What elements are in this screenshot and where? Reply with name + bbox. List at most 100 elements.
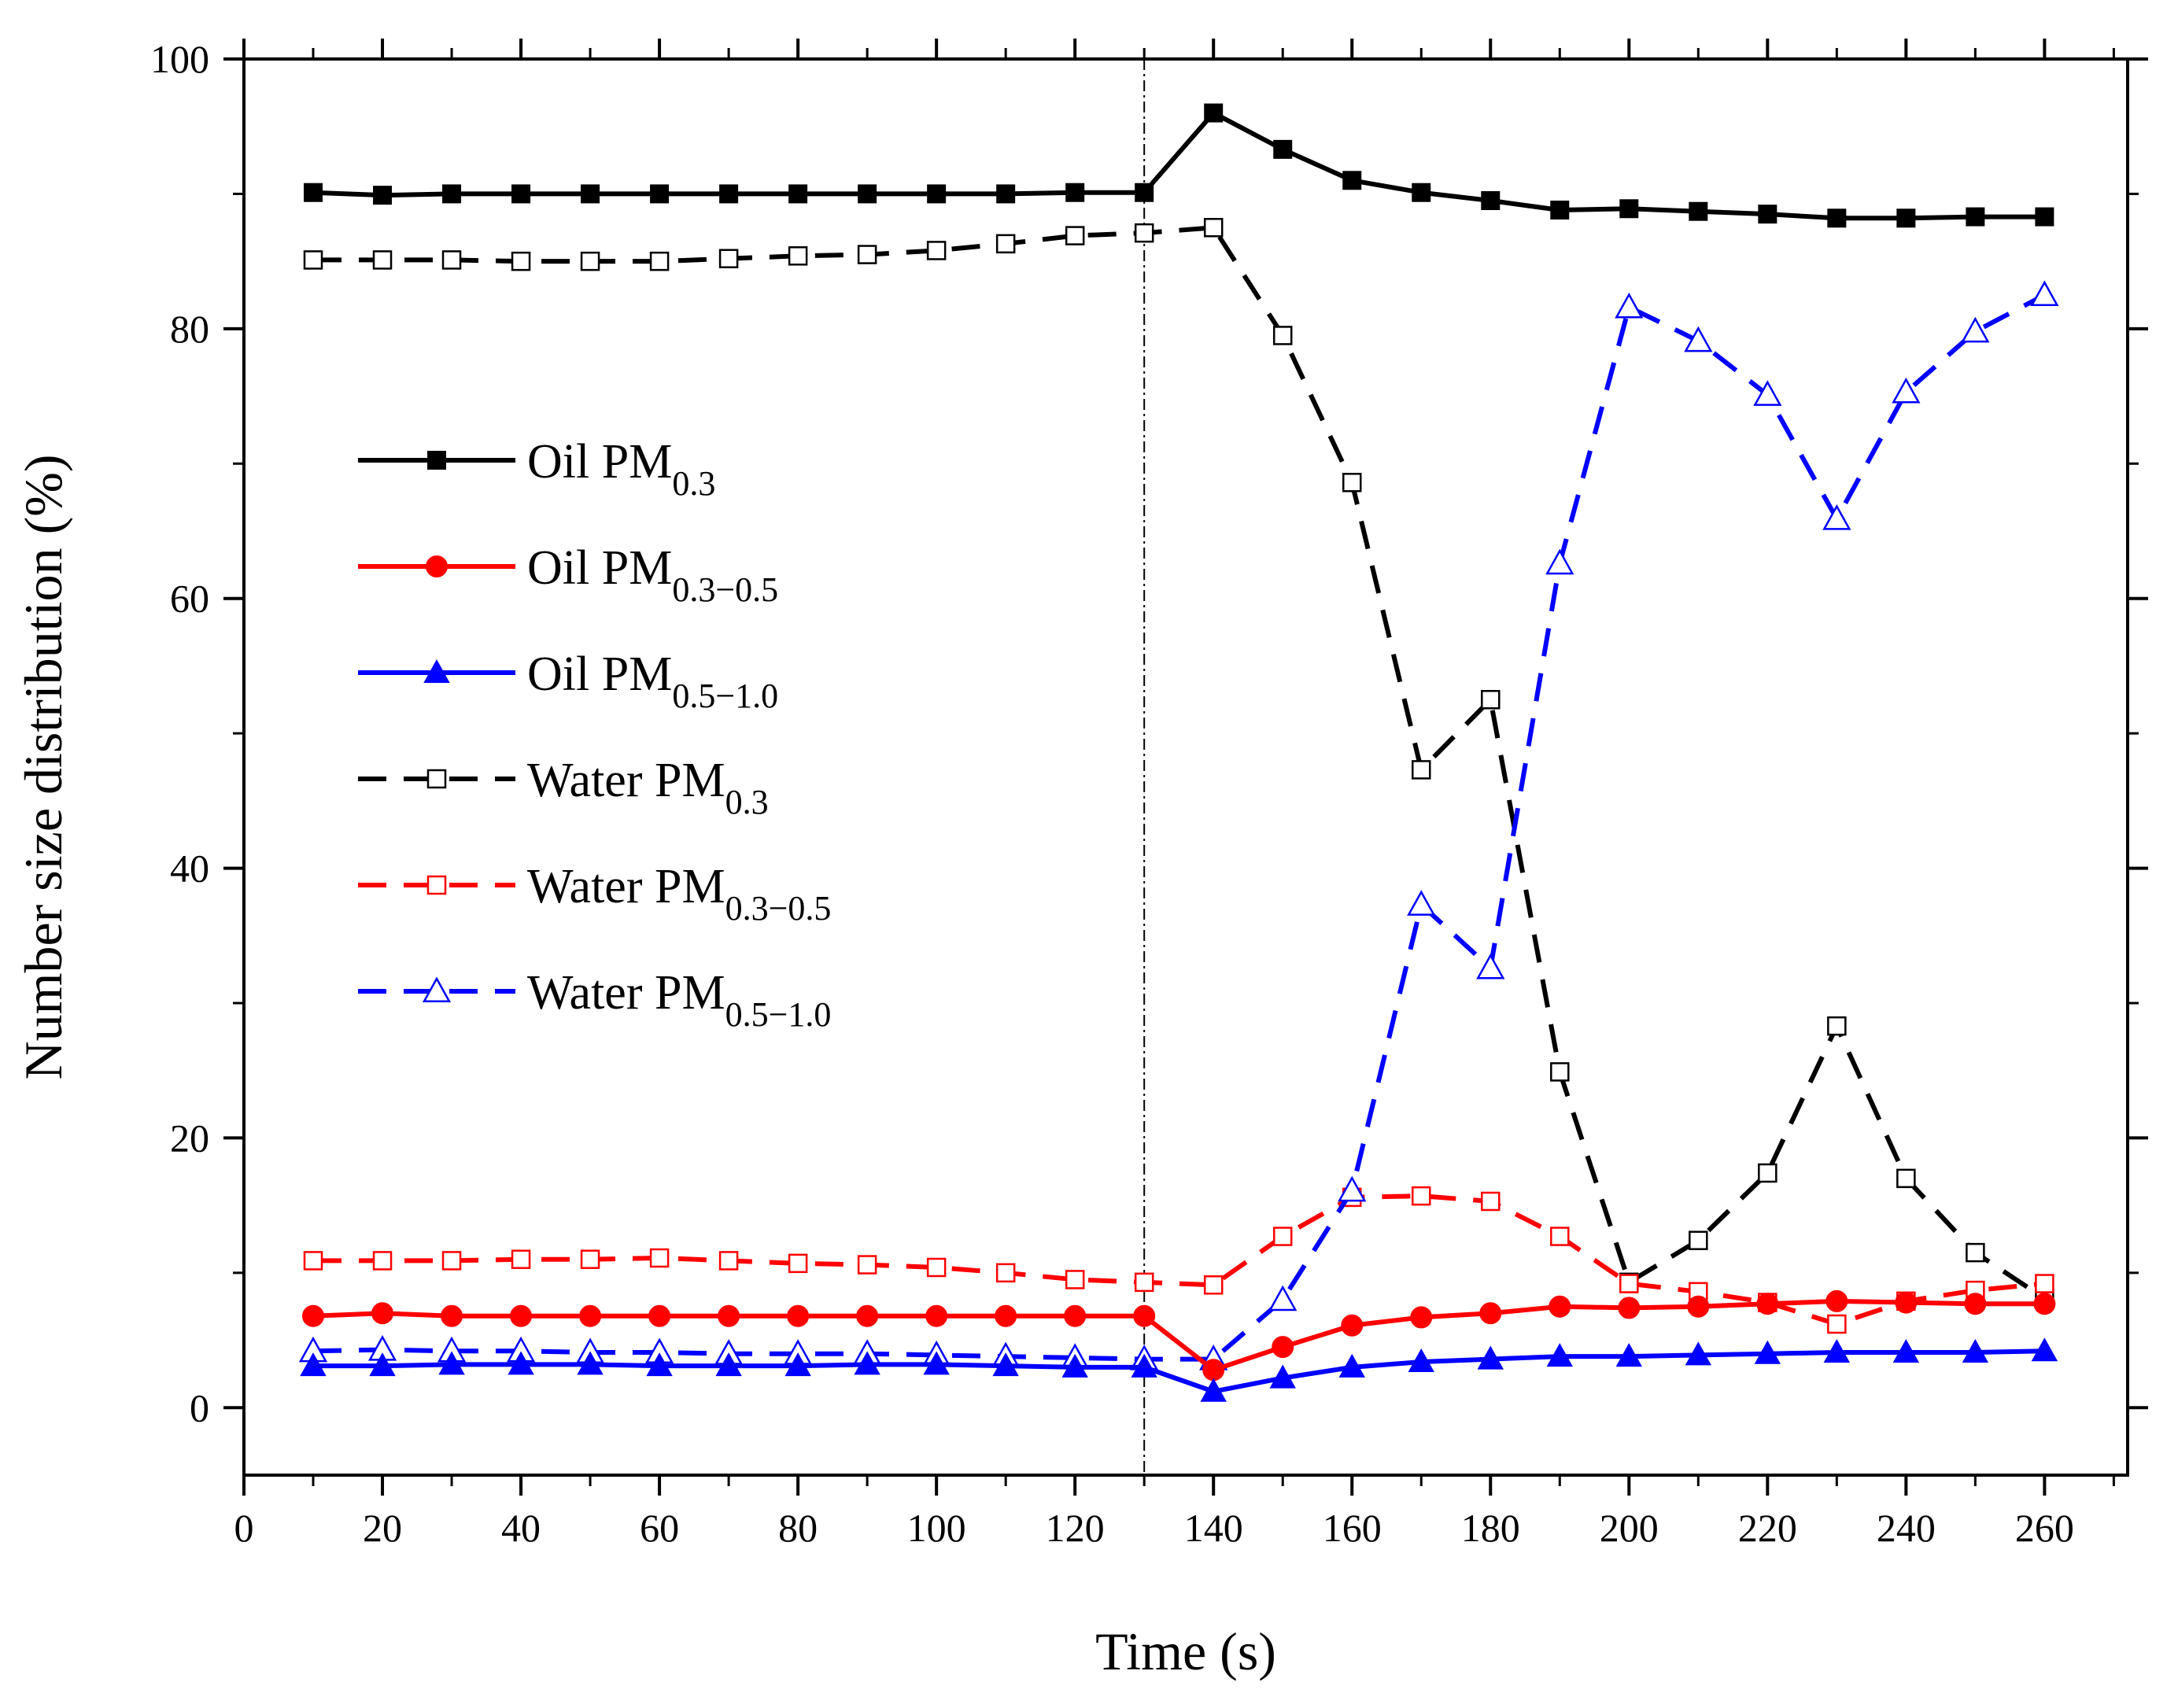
data-point (579, 1304, 602, 1327)
data-point (1827, 1314, 1847, 1334)
data-point (1134, 1272, 1154, 1293)
x-tick-label: 60 (640, 1506, 679, 1550)
data-point (1477, 1345, 1504, 1370)
data-point (1550, 201, 1570, 219)
data-point (441, 1304, 463, 1327)
data-point (580, 251, 600, 271)
data-point (1065, 1270, 1085, 1289)
y-axis-title: Number size distribution (%) (13, 454, 73, 1079)
plot-frame (242, 57, 2129, 1477)
data-point (1550, 1062, 1570, 1082)
data-point (719, 184, 739, 204)
data-point (925, 1304, 948, 1327)
data-point (1412, 183, 1431, 202)
legend-label: Water PM0.5−1.0 (527, 966, 831, 1034)
data-point (1135, 183, 1154, 202)
data-point (1342, 171, 1362, 190)
data-point (303, 1251, 323, 1271)
legend-label-subscript: 0.3−0.5 (725, 889, 832, 928)
data-point (788, 246, 808, 266)
legend-label-main: Oil PM (527, 541, 672, 595)
x-tick-label: 260 (2015, 1506, 2074, 1550)
data-point (1896, 208, 1916, 228)
legend-label: Oil PM0.5−1.0 (527, 647, 778, 715)
data-point (992, 1352, 1019, 1377)
data-point (1131, 1353, 1157, 1378)
legend-label: Oil PM0.3−0.5 (527, 541, 778, 609)
data-point (580, 1249, 600, 1269)
data-point (788, 184, 808, 204)
legend-label-subscript: 0.5−1.0 (672, 677, 778, 715)
data-point (1966, 1242, 1985, 1263)
data-point (1549, 1295, 1571, 1318)
data-point (1966, 207, 1985, 227)
data-point (302, 1304, 325, 1327)
x-tick-label: 180 (1461, 1506, 1520, 1550)
legend-label-main: Oil PM (527, 435, 672, 489)
y-tick-label: 60 (170, 577, 209, 621)
legend-marker (422, 976, 452, 1003)
data-point (857, 245, 877, 264)
data-point (1753, 380, 1782, 406)
data-point (300, 1352, 327, 1377)
data-point (1203, 1275, 1224, 1295)
data-point (1615, 292, 1644, 319)
data-point (511, 1249, 531, 1269)
data-point (784, 1352, 811, 1377)
x-axis-title: Time (s) (1095, 1621, 1276, 1681)
data-point (1479, 1302, 1502, 1325)
data-point (1685, 1341, 1712, 1366)
series-2 (300, 1337, 2058, 1402)
data-point (2030, 280, 2059, 307)
legend-marker (426, 555, 448, 577)
x-tick-label: 80 (778, 1506, 818, 1550)
legend-marker (427, 451, 446, 470)
data-point (1756, 1293, 1779, 1315)
data-point (1754, 1340, 1781, 1364)
data-point (372, 1251, 393, 1271)
data-point (1687, 1295, 1710, 1318)
data-point (1338, 1175, 1367, 1202)
data-point (857, 1255, 877, 1275)
data-point (926, 241, 947, 260)
data-point (371, 1302, 394, 1325)
x-tick-label: 140 (1184, 1506, 1243, 1550)
x-tick-label: 100 (907, 1506, 966, 1550)
data-point (1064, 1304, 1087, 1327)
data-point (856, 1304, 879, 1327)
legend-entry: Oil PM0.5−1.0 (358, 647, 778, 715)
data-point (923, 1351, 950, 1375)
legend-entry: Water PM0.5−1.0 (358, 966, 831, 1034)
data-point (648, 1304, 671, 1327)
axes-layer: 0 20 40 60 80 100 120 140 160 180 200 220 240 260 0 20 4… (150, 37, 2148, 1550)
legend-label-subscript: 0.3 (672, 464, 715, 503)
series-line (313, 225, 2047, 1300)
data-point (1061, 1353, 1088, 1378)
series-line (312, 293, 2046, 1362)
data-point (1895, 1291, 1918, 1314)
data-point (577, 1351, 604, 1375)
data-point (1550, 1227, 1570, 1246)
data-point (1342, 473, 1362, 492)
data-point (1481, 690, 1501, 710)
legend-label: Water PM0.3 (527, 754, 769, 821)
data-point (2035, 207, 2054, 227)
data-point (1961, 316, 1990, 343)
x-tick-label: 240 (1877, 1506, 1936, 1550)
data-point (1619, 1274, 1639, 1293)
data-point (1272, 326, 1293, 345)
data-point (1065, 183, 1085, 202)
data-point (1962, 1338, 1989, 1363)
y-tick-label: 100 (150, 37, 209, 81)
data-point (511, 184, 531, 204)
series-line (313, 1348, 2045, 1394)
data-point (369, 1352, 396, 1377)
data-point (1412, 1186, 1431, 1206)
data-point (1827, 1016, 1847, 1036)
data-point (510, 1304, 533, 1327)
data-point (854, 1351, 880, 1375)
data-point (718, 249, 739, 268)
data-point (1615, 1343, 1642, 1367)
data-point (995, 1304, 1017, 1327)
